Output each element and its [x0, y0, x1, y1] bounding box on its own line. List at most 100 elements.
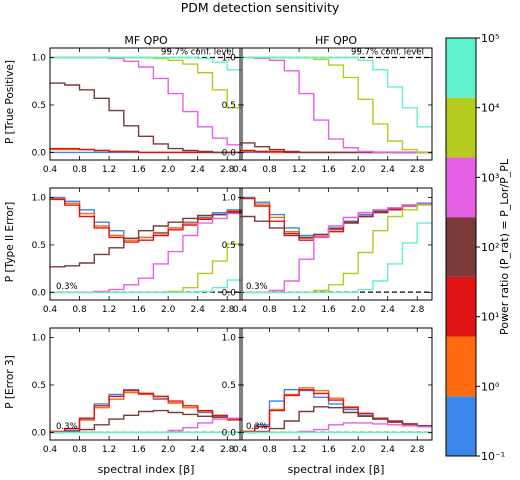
y-tick-label: 0.0 [32, 428, 47, 438]
panel-4: 0.4 0.8 1.2 1.6 2.0 2.4 2.8 0.0 0.5 1.0 0.3% [222, 187, 433, 315]
x-tick-label: 1.2 [102, 305, 116, 315]
column-title-mf: MF QPO [124, 34, 168, 47]
x-tick-label: 0.4 [43, 165, 58, 175]
x-tick-label: 1.2 [102, 165, 116, 175]
x-tick-label: 2.4 [191, 165, 206, 175]
colorbar-segment-1 [446, 396, 476, 456]
x-tick-label: 2.8 [220, 165, 235, 175]
x-tick-label: 2.4 [381, 445, 396, 455]
y-tick-label: 0.5 [222, 241, 236, 251]
panel-6: 0.4 0.8 1.2 1.6 2.0 2.4 2.8 0.0 0.5 1.0 0.3% [222, 327, 433, 455]
colorbar-tick-label: 10⁴ [481, 102, 500, 115]
reference-label: 0.3% [246, 282, 268, 292]
y-tick-label: 1.0 [32, 333, 47, 343]
x-tick-label: 1.2 [292, 305, 306, 315]
xlabel-right: spectral index [β] [288, 463, 385, 476]
panel-5: 0.4 0.8 1.2 1.6 2.0 2.4 2.8 0.0 0.5 1.0 0.3% [32, 327, 243, 455]
xlabel-left: spectral index [β] [98, 463, 195, 476]
x-tick-label: 1.6 [131, 445, 146, 455]
series-line-4 [50, 409, 242, 434]
x-tick-label: 1.6 [321, 305, 336, 315]
y-tick-label: 0.5 [222, 101, 236, 111]
panel-frame [239, 187, 433, 301]
series-line-3 [240, 197, 432, 241]
y-tick-label: 1.0 [222, 53, 237, 63]
series-line-5 [240, 56, 432, 154]
colorbar-segment-5 [446, 157, 476, 218]
x-tick-label: 2.8 [220, 445, 235, 455]
reference-label: 0.3% [56, 422, 78, 432]
colorbar-tick-label: 10⁻¹ [481, 450, 505, 463]
y-tick-label: 1.0 [32, 193, 47, 203]
x-tick-label: 0.8 [262, 165, 277, 175]
x-tick-label: 2.4 [191, 445, 206, 455]
x-tick-label: 1.2 [102, 445, 116, 455]
x-tick-label: 1.2 [292, 445, 306, 455]
series-line-6 [50, 243, 242, 294]
series-line-4 [240, 406, 432, 434]
y-tick-label: 0.0 [222, 428, 237, 438]
colorbar-tick-label: 10¹ [481, 311, 499, 324]
x-tick-label: 0.8 [72, 445, 87, 455]
x-tick-label: 0.4 [233, 165, 248, 175]
colorbar-label: Power ratio (P_rat) = P_Lor/P_PL [498, 158, 511, 335]
ylabel-true-positive: P [True Positive] [4, 60, 16, 144]
x-tick-label: 2.0 [351, 165, 366, 175]
colorbar-segment-6 [446, 97, 476, 158]
ylabel-error-3: P [Error 3] [4, 355, 16, 408]
series-line-7 [50, 56, 242, 71]
ylabel-type-ii-error: P [Type II Error] [4, 202, 16, 282]
x-tick-label: 0.4 [43, 305, 58, 315]
panel-frame [239, 47, 433, 161]
colorbar-tick-label: 10⁰ [481, 380, 500, 393]
x-tick-label: 2.8 [410, 445, 425, 455]
x-tick-label: 2.8 [410, 165, 425, 175]
y-tick-label: 0.0 [32, 148, 47, 158]
x-tick-label: 1.2 [292, 165, 306, 175]
series-line-7 [240, 56, 432, 128]
reference-label: 99.7% conf. level [351, 47, 424, 57]
panel-grid: 0.4 0.8 1.2 1.6 2.0 2.4 2.80.00.51.099.7% conf… [32, 47, 433, 455]
colorbar-tick-label: 10⁵ [481, 32, 499, 45]
y-tick-label: 0.5 [222, 381, 236, 391]
series-line-7 [240, 222, 432, 294]
series-line-5 [50, 56, 242, 146]
column-title-hf: HF QPO [315, 34, 357, 47]
panel-frame [49, 47, 243, 161]
x-tick-label: 0.4 [233, 305, 248, 315]
series-line-2 [50, 197, 242, 241]
reference-label: 0.3% [246, 422, 268, 432]
series-line-4 [240, 203, 432, 239]
series-line-3 [240, 389, 432, 433]
y-tick-label: 0.0 [32, 288, 47, 298]
x-tick-label: 2.8 [220, 305, 235, 315]
series-line-7 [50, 279, 242, 294]
y-tick-label: 1.0 [32, 53, 47, 63]
panel-3: 0.4 0.8 1.2 1.6 2.0 2.4 2.8 0.0 0.5 1.0 0.3% [32, 187, 243, 315]
x-tick-label: 1.6 [321, 445, 336, 455]
y-tick-label: 1.0 [222, 193, 237, 203]
x-tick-label: 2.8 [410, 305, 425, 315]
figure-title: PDM detection sensitivity [181, 0, 340, 15]
series-line-5 [50, 212, 242, 294]
colorbar-segment-4 [446, 217, 476, 277]
x-tick-label: 1.6 [131, 305, 146, 315]
series-line-4 [50, 82, 242, 154]
reference-label: 0.3% [56, 282, 78, 292]
series-line-4 [50, 212, 242, 268]
x-tick-label: 0.8 [72, 305, 87, 315]
x-tick-label: 2.0 [161, 445, 176, 455]
x-tick-label: 0.8 [72, 165, 87, 175]
x-tick-label: 1.6 [131, 165, 146, 175]
reference-label: 99.7% conf. level [161, 47, 234, 57]
series-line-3 [50, 389, 242, 433]
x-tick-label: 0.8 [262, 445, 277, 455]
x-tick-label: 2.4 [191, 305, 206, 315]
panel-2: 0.4 0.8 1.2 1.6 2.0 2.4 2.8 0.0 0.5 1.0 99.7% conf… [222, 47, 433, 175]
x-tick-label: 2.0 [351, 305, 366, 315]
panel-frame [49, 327, 243, 441]
colorbar-tick-label: 10² [481, 241, 499, 254]
x-tick-label: 2.0 [161, 165, 176, 175]
series-line-3 [50, 198, 242, 243]
x-tick-label: 0.4 [43, 445, 58, 455]
